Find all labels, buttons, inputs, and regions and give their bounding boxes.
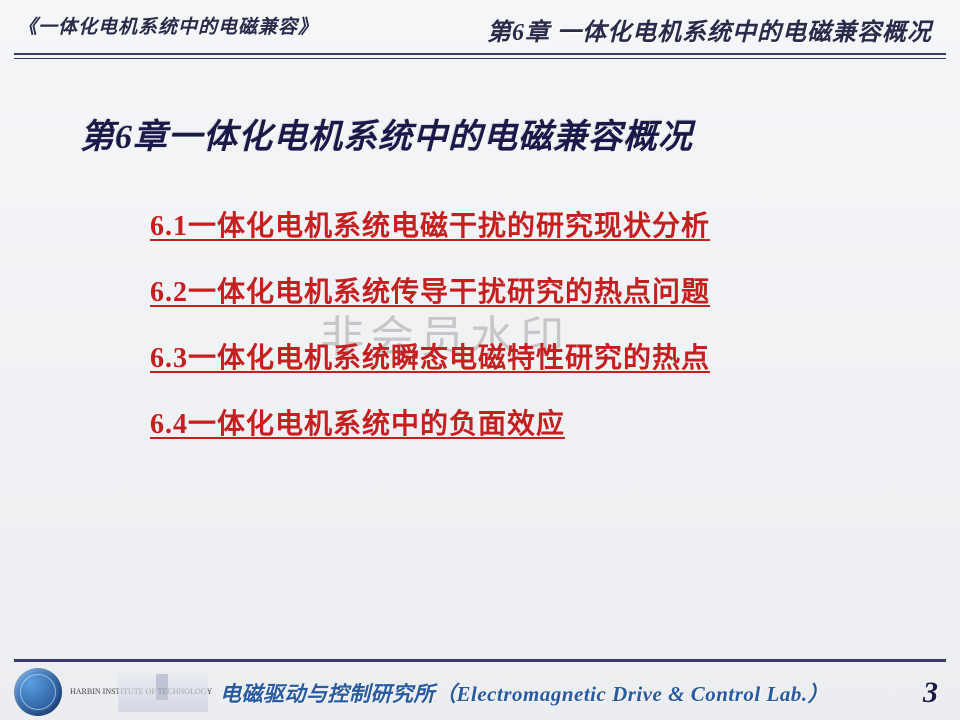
toc-item-6-2[interactable]: 6.2 一体化电机系统传导干扰研究的热点问题 xyxy=(150,270,900,310)
chapter-title: 第6章一体化电机系统中的电磁兼容概况 xyxy=(80,109,900,158)
toc-list: 6.1 一体化电机系统电磁干扰的研究现状分析 6.2 一体化电机系统传导干扰研究… xyxy=(150,204,900,442)
toc-text: 一体化电机系统传导干扰研究的热点问题 xyxy=(188,270,710,310)
toc-item-6-1[interactable]: 6.1 一体化电机系统电磁干扰的研究现状分析 xyxy=(150,204,900,244)
toc-text: 一体化电机系统中的负面效应 xyxy=(188,402,565,442)
campus-image xyxy=(118,670,208,712)
lab-name: 电磁驱动与控制研究所（Electromagnetic Drive & Contr… xyxy=(220,678,829,708)
toc-num: 6.2 xyxy=(150,277,188,309)
footer: HARBIN INSTITUTE OF TECHNOLOGY 电磁驱动与控制研究… xyxy=(0,648,960,720)
toc-text: 一体化电机系统瞬态电磁特性研究的热点 xyxy=(188,336,710,376)
toc-text: 一体化电机系统电磁干扰的研究现状分析 xyxy=(188,204,710,244)
toc-num: 6.1 xyxy=(150,211,188,243)
toc-item-6-3[interactable]: 6.3 一体化电机系统瞬态电磁特性研究的热点 xyxy=(150,336,900,376)
page-number: 3 xyxy=(923,676,938,710)
footer-rule xyxy=(14,659,946,662)
toc-num: 6.3 xyxy=(150,343,188,375)
content-area: 第6章一体化电机系统中的电磁兼容概况 非会员水印 6.1 一体化电机系统电磁干扰… xyxy=(0,59,960,442)
logo-icon xyxy=(14,668,62,716)
toc-num: 6.4 xyxy=(150,409,188,441)
chapter-header: 第6章 一体化电机系统中的电磁兼容概况 xyxy=(487,12,932,47)
book-title: 《一体化电机系统中的电磁兼容》 xyxy=(18,12,318,39)
toc-item-6-4[interactable]: 6.4 一体化电机系统中的负面效应 xyxy=(150,402,900,442)
